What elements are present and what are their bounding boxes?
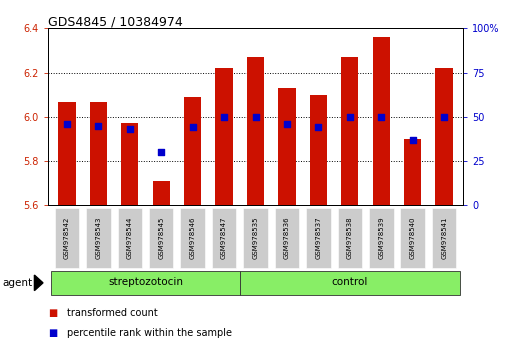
- Point: [314, 125, 322, 130]
- Polygon shape: [34, 275, 43, 291]
- Text: GSM978538: GSM978538: [346, 217, 352, 259]
- Point: [126, 126, 134, 132]
- Text: GSM978541: GSM978541: [440, 217, 446, 259]
- Text: GSM978546: GSM978546: [189, 217, 195, 259]
- Bar: [153, 181, 170, 205]
- Text: GSM978539: GSM978539: [378, 217, 383, 259]
- Point: [188, 125, 196, 130]
- Text: GSM978540: GSM978540: [409, 217, 415, 259]
- Bar: [278, 88, 295, 205]
- Bar: [121, 124, 138, 205]
- FancyBboxPatch shape: [337, 208, 362, 268]
- Text: GSM978537: GSM978537: [315, 217, 321, 259]
- FancyBboxPatch shape: [51, 270, 239, 295]
- Bar: [340, 57, 358, 205]
- Bar: [215, 68, 232, 205]
- Point: [376, 114, 384, 120]
- FancyBboxPatch shape: [306, 208, 330, 268]
- Text: control: control: [331, 277, 367, 287]
- FancyBboxPatch shape: [239, 270, 459, 295]
- Bar: [58, 102, 75, 205]
- Bar: [89, 102, 107, 205]
- Text: GSM978545: GSM978545: [158, 217, 164, 259]
- Text: GSM978535: GSM978535: [252, 217, 258, 259]
- Bar: [184, 97, 201, 205]
- Text: ■: ■: [48, 328, 57, 338]
- FancyBboxPatch shape: [55, 208, 79, 268]
- FancyBboxPatch shape: [117, 208, 142, 268]
- Point: [251, 114, 259, 120]
- Text: agent: agent: [3, 278, 33, 288]
- Text: percentile rank within the sample: percentile rank within the sample: [67, 328, 232, 338]
- FancyBboxPatch shape: [148, 208, 173, 268]
- Point: [157, 149, 165, 155]
- Text: GSM978543: GSM978543: [95, 217, 101, 259]
- Text: ■: ■: [48, 308, 57, 318]
- FancyBboxPatch shape: [212, 208, 236, 268]
- FancyBboxPatch shape: [431, 208, 456, 268]
- Bar: [309, 95, 326, 205]
- Text: GSM978536: GSM978536: [283, 217, 289, 259]
- Text: GSM978544: GSM978544: [127, 217, 132, 259]
- Bar: [435, 68, 452, 205]
- FancyBboxPatch shape: [243, 208, 267, 268]
- Point: [345, 114, 353, 120]
- FancyBboxPatch shape: [180, 208, 205, 268]
- FancyBboxPatch shape: [399, 208, 424, 268]
- Text: GDS4845 / 10384974: GDS4845 / 10384974: [48, 16, 182, 29]
- Bar: [403, 139, 421, 205]
- Bar: [372, 37, 389, 205]
- FancyBboxPatch shape: [86, 208, 111, 268]
- Text: transformed count: transformed count: [67, 308, 158, 318]
- Point: [220, 114, 228, 120]
- Point: [439, 114, 447, 120]
- Point: [282, 121, 290, 127]
- FancyBboxPatch shape: [274, 208, 298, 268]
- Bar: [246, 57, 264, 205]
- Text: GSM978547: GSM978547: [221, 217, 227, 259]
- FancyBboxPatch shape: [368, 208, 393, 268]
- Text: GSM978542: GSM978542: [64, 217, 70, 259]
- Point: [94, 123, 102, 129]
- Text: streptozotocin: streptozotocin: [108, 277, 183, 287]
- Point: [63, 121, 71, 127]
- Point: [408, 137, 416, 143]
